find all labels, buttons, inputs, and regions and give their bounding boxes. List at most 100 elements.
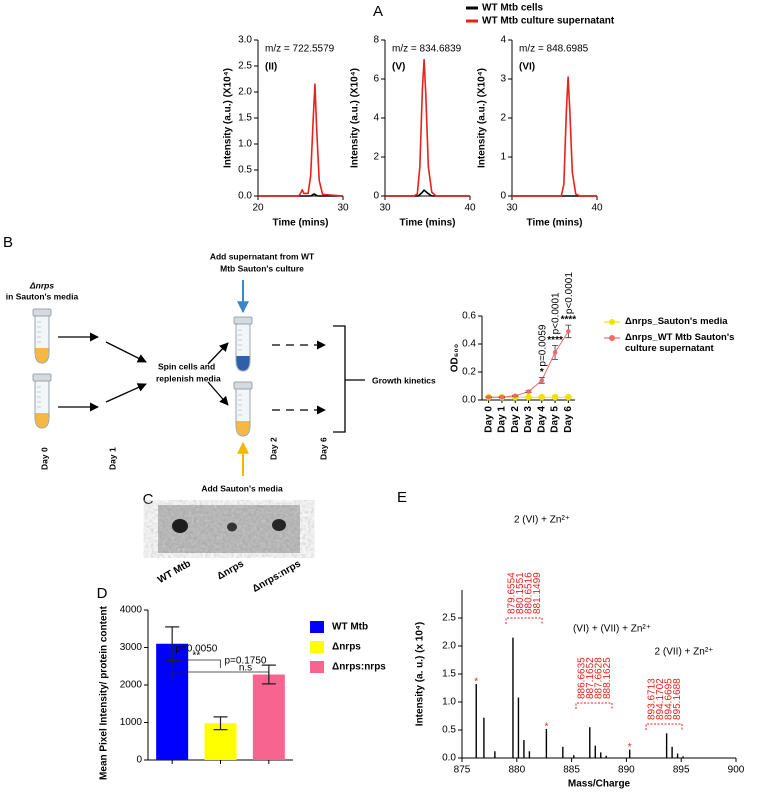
y-tick-label: 6 [373, 74, 379, 85]
blot-spot [172, 519, 188, 533]
point [539, 378, 545, 383]
x-tick-label: Day 2 [510, 406, 521, 433]
legend-label: Δnrps_Sauton's media [625, 316, 728, 327]
x-tick-label: Day 4 [536, 406, 547, 433]
blot: WT Mtb Δnrps Δnrps:nrps [156, 505, 303, 595]
panel-labels: A B C D E [3, 3, 407, 602]
y-tick-label: 4 [373, 113, 379, 124]
y-tick-label: 2000 [120, 680, 143, 691]
diagram-text: Mtb Sauton's culture [220, 263, 304, 273]
series-line [258, 83, 344, 197]
point [525, 393, 532, 401]
y-tick-label: 2.5 [442, 613, 456, 624]
y-tick-label: 2.5 [238, 61, 252, 72]
y-tick-label: 2.0 [238, 87, 252, 98]
y-tick-label: 0.0 [238, 191, 252, 202]
blot-spot [272, 519, 286, 531]
legend-label: WT Mtb culture supernatant [482, 16, 615, 27]
point [499, 394, 505, 400]
diagram-text: Add Sauton's media [201, 483, 283, 493]
mass-label: 888.1625 [602, 657, 613, 699]
mass-label: 880.1551 [515, 572, 526, 614]
tube [32, 373, 52, 429]
workflow-diagram: Δnrps in Sauton's media Spin cells and r… [6, 251, 436, 493]
series-line [512, 76, 597, 197]
diagram-text: Δnrps [29, 280, 54, 290]
legend-swatch [609, 319, 615, 325]
y-tick-label: 1.0 [442, 697, 456, 708]
y-tick-label: 0.6 [462, 311, 476, 322]
x-axis-label: Time (mins) [273, 218, 329, 229]
significance: **** [561, 315, 577, 326]
y-tick-label: 0.0 [462, 395, 476, 406]
y-tick-label: 3.0 [238, 35, 252, 46]
point [551, 393, 559, 401]
diagram-text: Growth kinetics [372, 375, 436, 385]
panel-label: D [97, 585, 108, 602]
point [538, 393, 546, 401]
arrows [58, 325, 365, 433]
peak-marker: * [474, 677, 478, 688]
y-axis-label: Intensity (a.u.) (X10⁴) [477, 68, 488, 168]
y-tick-label: 4000 [120, 605, 143, 616]
y-tick-label: 8 [373, 35, 379, 46]
mass-label: 894.1702 [655, 678, 666, 720]
day-label: Day 2 [268, 437, 278, 460]
legend-label: Δnrps_WT Mtb Sauton's culture supernatan… [625, 332, 735, 354]
legend-swatch [609, 335, 615, 341]
y-tick-label: 4 [500, 35, 506, 46]
x-axis-label: Time (mins) [527, 218, 583, 229]
mass-label: 895.1688 [672, 678, 683, 720]
legend-swatch [310, 641, 324, 653]
x-tick-label: 880 [508, 765, 525, 776]
x-tick-label: Day 5 [550, 406, 561, 433]
series-line [385, 189, 470, 197]
significance-bracket [171, 659, 221, 668]
series-line [385, 58, 470, 197]
annotation: m/z = 848.6985 [519, 44, 589, 55]
group-bracket [575, 702, 613, 709]
significance: * [540, 367, 544, 378]
y-tick-label: 0.5 [442, 725, 456, 736]
peak-marker: * [544, 722, 548, 733]
y-tick-label: 0.0 [442, 753, 456, 764]
y-tick-label: 0 [500, 191, 506, 202]
p-value: p<0.0001 [551, 292, 562, 334]
y-tick-label: 3 [500, 74, 506, 85]
diagram-text: replenish media [156, 373, 221, 383]
day-label: Day 1 [107, 447, 117, 470]
y-tick-label: 3000 [120, 642, 143, 653]
y-tick-label: 0 [136, 755, 142, 766]
annotation: (II) [265, 62, 277, 73]
y-tick-label: 0.4 [462, 339, 476, 350]
y-tick-label: 1.0 [238, 139, 252, 150]
annotation: (VI) [519, 62, 535, 73]
lane-label: Δnrps [215, 558, 246, 582]
group-title: 2 (VII) + Zn²⁺ [655, 647, 714, 658]
blot-spot [227, 522, 237, 532]
x-tick-label: 885 [563, 765, 580, 776]
point [512, 393, 518, 399]
lane-label: WT Mtb [156, 558, 193, 586]
legend-label: Δnrps [332, 642, 361, 653]
x-tick-label: 30 [506, 203, 518, 214]
annotation: m/z = 722.5579 [265, 44, 335, 55]
legend-label: Δnrps:nrps [332, 662, 386, 673]
x-tick-label: Day 1 [497, 406, 508, 433]
x-tick-label: 40 [464, 203, 476, 214]
p-value: p=0.0050 [175, 644, 217, 655]
y-axis-label: OD₆₀₀ [450, 344, 461, 373]
mass-label: 886.6635 [577, 657, 588, 699]
legend-label: WT Mtb cells [482, 3, 544, 14]
annotation: m/z = 834.6839 [392, 44, 462, 55]
x-axis-label: Time (mins) [400, 218, 456, 229]
mass-label: 880.6516 [524, 572, 535, 614]
x-tick-label: 30 [337, 203, 349, 214]
x-tick-label: 900 [728, 765, 745, 776]
y-tick-label: 0 [373, 191, 379, 202]
diagram-text: Add supernatant from WT [210, 251, 315, 261]
x-tick-label: 895 [673, 765, 690, 776]
y-tick-label: 2 [373, 152, 379, 163]
